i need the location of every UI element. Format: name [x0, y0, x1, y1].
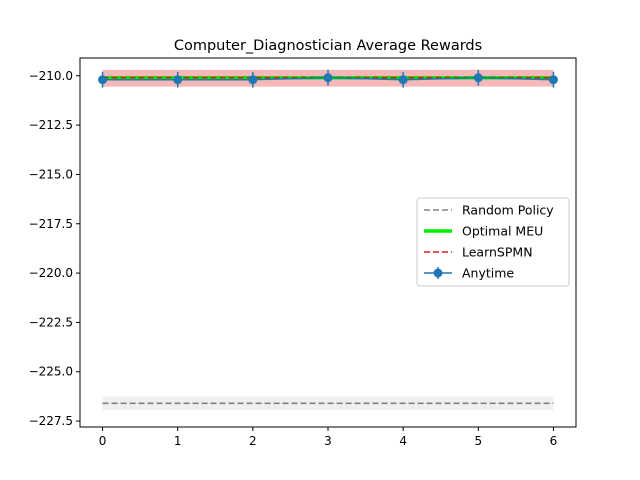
x-tick-label-4: 4: [399, 434, 407, 448]
y-tick-label-5: −222.5: [29, 315, 73, 329]
legend-label-optimal-meu: Optimal MEU: [462, 224, 543, 239]
legend-box: [416, 197, 570, 287]
legend-swatch-marker-anytime: [433, 268, 443, 278]
y-tick-label-7: −227.5: [29, 414, 73, 428]
y-tick-label-4: −220.0: [29, 266, 73, 280]
y-tick-label-6: −225.0: [29, 365, 73, 379]
y-tick-label-0: −210.0: [29, 69, 73, 83]
anytime-point-5: [473, 73, 483, 83]
anytime-point-1: [173, 75, 183, 85]
anytime-point-3: [323, 73, 333, 83]
legend-label-anytime: Anytime: [462, 266, 514, 281]
x-tick-label-6: 6: [550, 434, 558, 448]
plot-area: [98, 69, 558, 411]
anytime-point-6: [548, 75, 558, 85]
y-tick-label-3: −217.5: [29, 217, 73, 231]
anytime-point-2: [248, 75, 258, 85]
chart-title: Computer_Diagnostician Average Rewards: [174, 38, 482, 54]
axes: 0 1 2 3 4 5 6 −210.0 −212.5 −215.0 −217.5 −220.0 −22…: [29, 69, 558, 448]
x-tick-label-1: 1: [174, 434, 182, 448]
x-tick-label-2: 2: [249, 434, 257, 448]
legend-label-learnspmn: LearnSPMN: [462, 245, 533, 260]
y-tick-label-1: −212.5: [29, 118, 73, 132]
legend: Random Policy Optimal MEU LearnSPMN Anytime: [416, 197, 570, 287]
x-tick-label-0: 0: [99, 434, 107, 448]
x-tick-label-5: 5: [474, 434, 482, 448]
anytime-point-0: [98, 75, 108, 85]
x-tick-label-3: 3: [324, 434, 332, 448]
y-tick-label-2: −215.0: [29, 167, 73, 181]
anytime-point-4: [398, 75, 408, 85]
legend-label-random-policy: Random Policy: [462, 203, 554, 218]
